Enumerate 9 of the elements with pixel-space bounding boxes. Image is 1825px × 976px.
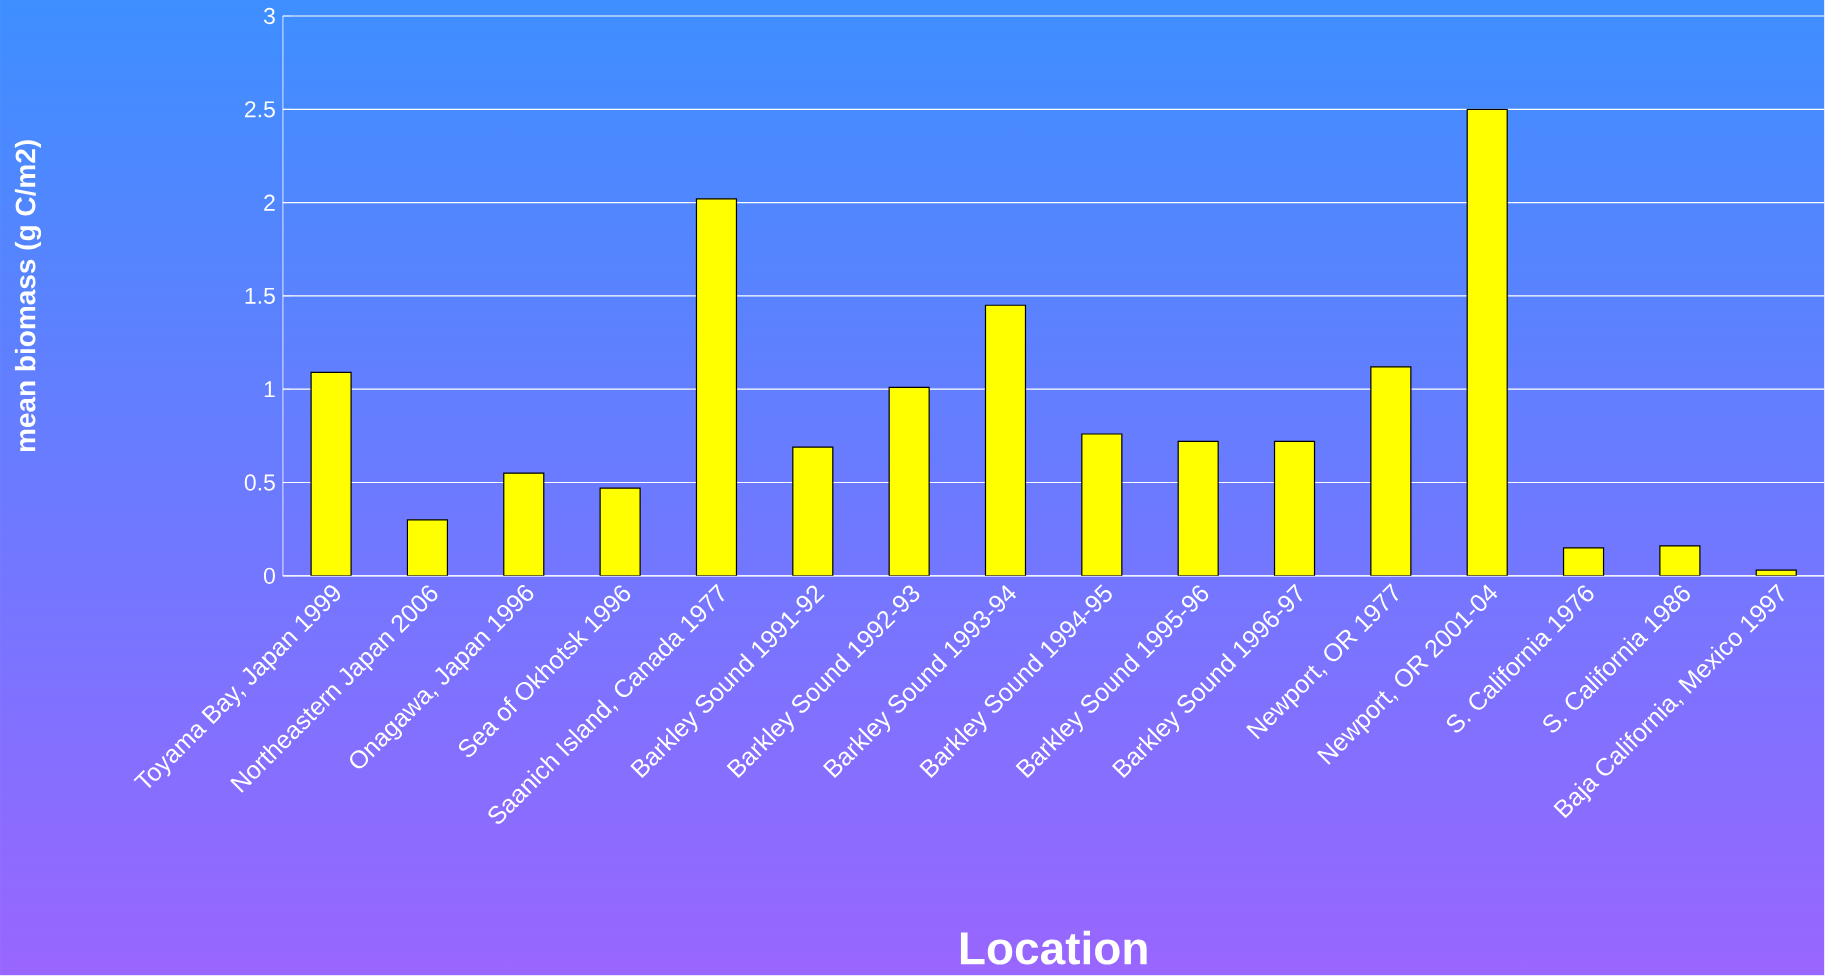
y-tick-label: 2.5 <box>245 101 275 118</box>
y-tick-label: 0.5 <box>244 474 275 491</box>
y-tick-label: 0 <box>263 567 275 585</box>
y-tick-label: 3 <box>263 8 275 25</box>
y-tick-label: 2 <box>264 194 275 211</box>
y-axis-title: mean biomass (g C/m2) <box>14 140 42 452</box>
y-tick-label: 1.5 <box>245 288 275 305</box>
x-axis-title: Location <box>960 930 1147 965</box>
y-tick-label: 1 <box>264 381 275 398</box>
